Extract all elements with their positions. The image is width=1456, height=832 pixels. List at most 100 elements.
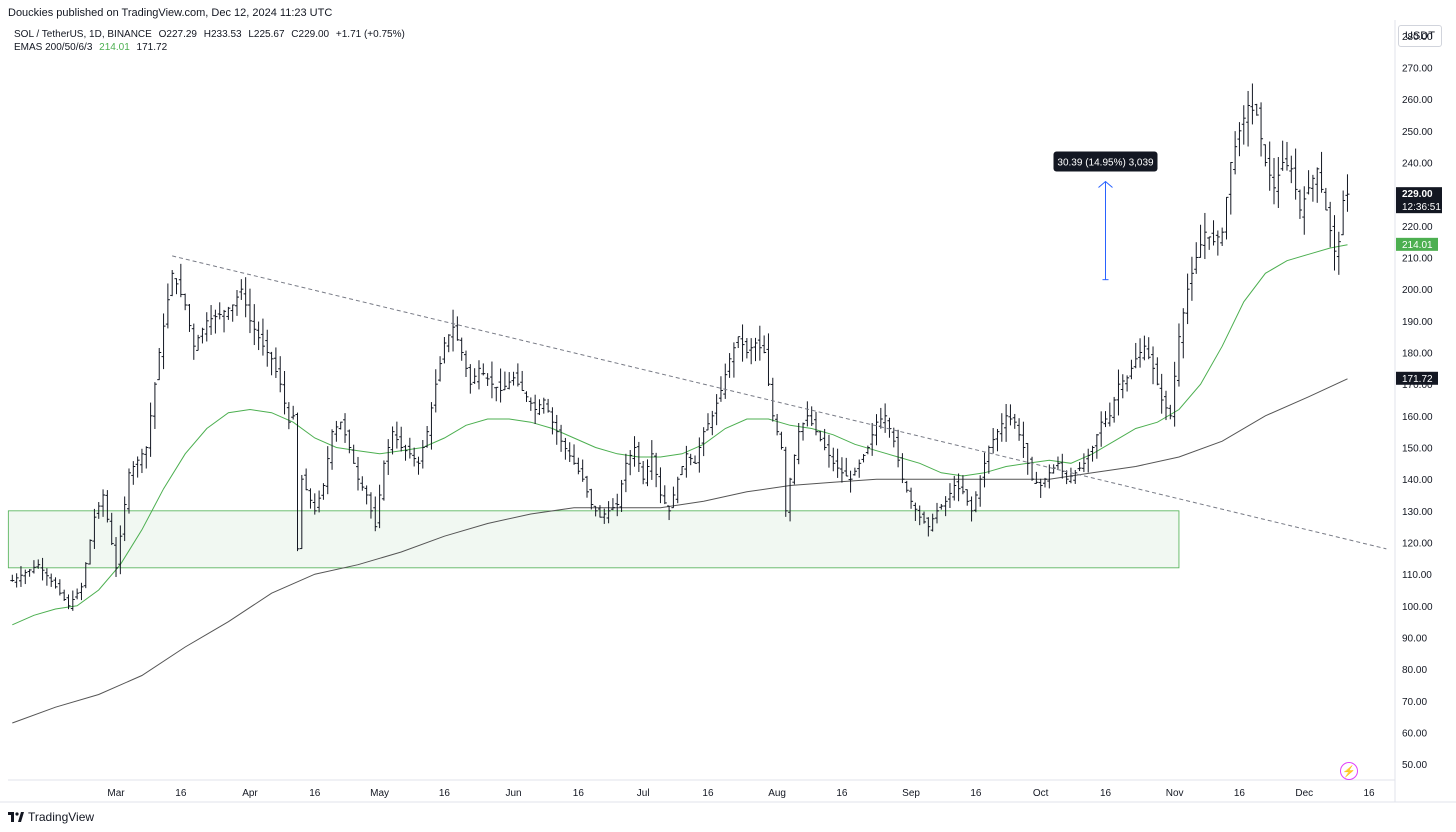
ohlc-bar[interactable] bbox=[1328, 201, 1333, 248]
ohlc-bar[interactable] bbox=[308, 488, 313, 509]
ohlc-bar[interactable] bbox=[1341, 190, 1346, 236]
ohlc-bar[interactable] bbox=[757, 325, 762, 361]
ohlc-bar[interactable] bbox=[40, 557, 45, 581]
ohlc-bar[interactable] bbox=[394, 421, 399, 449]
ohlc-bar[interactable] bbox=[667, 505, 672, 521]
ohlc-bar[interactable] bbox=[507, 372, 512, 390]
ohlc-bar[interactable] bbox=[1297, 189, 1302, 219]
ohlc-bar[interactable] bbox=[1194, 242, 1199, 274]
ohlc-bar[interactable] bbox=[1323, 187, 1328, 211]
ohlc-bar[interactable] bbox=[269, 351, 274, 376]
ohlc-bar[interactable] bbox=[567, 442, 572, 462]
ohlc-bar[interactable] bbox=[658, 467, 663, 504]
ohlc-bar[interactable] bbox=[187, 303, 192, 332]
ohlc-bar[interactable] bbox=[131, 461, 136, 485]
ohlc-bar[interactable] bbox=[226, 306, 231, 320]
ohlc-bar[interactable] bbox=[550, 407, 555, 435]
ohlc-bar[interactable] bbox=[844, 457, 849, 477]
ohlc-bar[interactable] bbox=[468, 364, 473, 394]
ohlc-bar[interactable] bbox=[1112, 396, 1117, 423]
ohlc-bar[interactable] bbox=[848, 470, 853, 493]
ohlc-bar[interactable] bbox=[118, 525, 123, 575]
ohlc-bar[interactable] bbox=[157, 347, 162, 381]
ohlc-bar[interactable] bbox=[390, 426, 395, 455]
ohlc-bar[interactable] bbox=[230, 304, 235, 322]
ohlc-bar[interactable] bbox=[489, 361, 494, 399]
ohlc-bar[interactable] bbox=[101, 489, 106, 517]
ohlc-bar[interactable] bbox=[49, 573, 54, 587]
ohlc-bar[interactable] bbox=[805, 401, 810, 427]
ohlc-bar[interactable] bbox=[256, 321, 261, 351]
ohlc-bar[interactable] bbox=[1073, 469, 1078, 484]
ohlc-bar[interactable] bbox=[1254, 103, 1259, 116]
ohlc-bar[interactable] bbox=[597, 505, 602, 518]
ohlc-bar[interactable] bbox=[697, 437, 702, 473]
ohlc-bar[interactable] bbox=[247, 288, 252, 334]
ohlc-bar[interactable] bbox=[727, 353, 732, 378]
ohlc-bar[interactable] bbox=[291, 405, 296, 420]
ema-fast-line[interactable] bbox=[12, 244, 1348, 626]
ohlc-bar[interactable] bbox=[44, 568, 49, 586]
ohlc-bar[interactable] bbox=[533, 394, 538, 425]
ohlc-bar[interactable] bbox=[57, 579, 62, 596]
ohlc-bar[interactable] bbox=[628, 450, 633, 476]
ohlc-bar[interactable] bbox=[235, 290, 240, 316]
indicator-name[interactable]: EMAS 200/50/6/3 bbox=[14, 42, 93, 53]
ohlc-bar[interactable] bbox=[170, 270, 175, 297]
ohlc-bar[interactable] bbox=[1215, 230, 1220, 256]
ohlc-bar[interactable] bbox=[576, 457, 581, 475]
ohlc-bar[interactable] bbox=[217, 302, 222, 320]
ohlc-bar[interactable] bbox=[822, 428, 827, 451]
ohlc-bar[interactable] bbox=[502, 371, 507, 391]
ohlc-bar[interactable] bbox=[126, 468, 131, 514]
ohlc-bar[interactable] bbox=[965, 489, 970, 506]
ohlc-bar[interactable] bbox=[684, 445, 689, 478]
ohlc-bar[interactable] bbox=[1120, 374, 1125, 399]
ohlc-bar[interactable] bbox=[1202, 212, 1207, 260]
ohlc-bar[interactable] bbox=[317, 490, 322, 513]
ohlc-bar[interactable] bbox=[295, 412, 300, 552]
ohlc-bar[interactable] bbox=[178, 263, 183, 298]
ohlc-bar[interactable] bbox=[360, 476, 365, 491]
ohlc-bar[interactable] bbox=[814, 411, 819, 436]
ohlc-bar[interactable] bbox=[347, 429, 352, 454]
ohlc-bar[interactable] bbox=[239, 279, 244, 300]
support-zone[interactable] bbox=[7, 510, 1180, 569]
ohlc-bar[interactable] bbox=[909, 487, 914, 509]
ohlc-bar[interactable] bbox=[710, 410, 715, 436]
ohlc-bar[interactable] bbox=[736, 336, 741, 349]
ohlc-bar[interactable] bbox=[740, 324, 745, 362]
ohlc-bar[interactable] bbox=[325, 446, 330, 495]
ohlc-bar[interactable] bbox=[36, 559, 41, 569]
ohlc-bar[interactable] bbox=[852, 467, 857, 476]
ohlc-bar[interactable] bbox=[1176, 323, 1181, 387]
ohlc-bar[interactable] bbox=[714, 394, 719, 426]
ohlc-bar[interactable] bbox=[343, 413, 348, 443]
ohlc-bar[interactable] bbox=[680, 466, 685, 476]
ohlc-bar[interactable] bbox=[416, 456, 421, 475]
ohlc-bar[interactable] bbox=[934, 502, 939, 524]
ohlc-bar[interactable] bbox=[243, 277, 248, 318]
ohlc-bar[interactable] bbox=[1060, 453, 1065, 479]
ohlc-bar[interactable] bbox=[615, 493, 620, 517]
ohlc-bar[interactable] bbox=[688, 453, 693, 466]
ohlc-bar[interactable] bbox=[1077, 462, 1082, 472]
ohlc-bar[interactable] bbox=[442, 337, 447, 364]
ohlc-bar[interactable] bbox=[1138, 338, 1143, 368]
ohlc-bar[interactable] bbox=[321, 483, 326, 500]
ohlc-bar[interactable] bbox=[144, 446, 149, 469]
ohlc-bar[interactable] bbox=[783, 446, 788, 517]
ohlc-bar[interactable] bbox=[775, 413, 780, 436]
ohlc-bar[interactable] bbox=[986, 445, 991, 474]
ohlc-bar[interactable] bbox=[753, 337, 758, 362]
ohlc-bar[interactable] bbox=[1159, 373, 1164, 414]
ohlc-bar[interactable] bbox=[1099, 411, 1104, 447]
ohlc-bar[interactable] bbox=[982, 452, 987, 488]
ohlc-bar[interactable] bbox=[865, 445, 870, 455]
ohlc-bar[interactable] bbox=[351, 444, 356, 464]
lightning-icon[interactable]: ⚡ bbox=[1340, 762, 1358, 780]
ohlc-bar[interactable] bbox=[1185, 273, 1190, 325]
trendline[interactable] bbox=[172, 255, 1387, 550]
ohlc-bar[interactable] bbox=[1198, 224, 1203, 258]
ohlc-bar[interactable] bbox=[368, 492, 373, 519]
